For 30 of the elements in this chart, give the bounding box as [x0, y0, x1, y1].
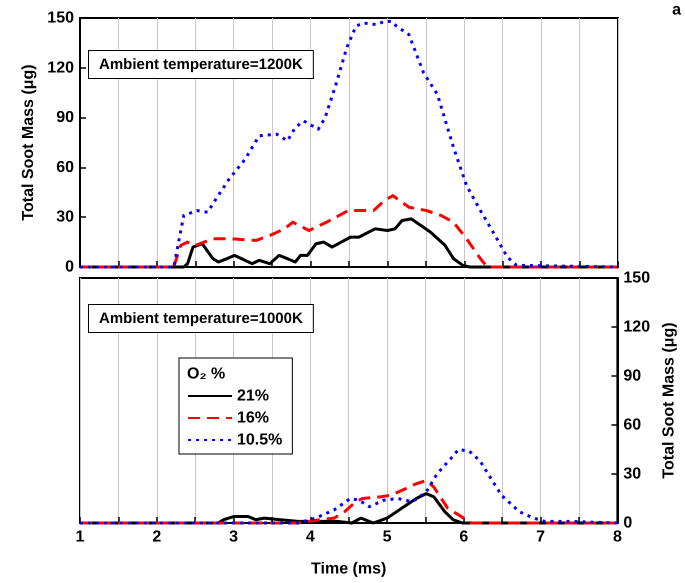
annotation: Ambient temperature=1000K [99, 310, 303, 327]
y-tick-label: 0 [65, 258, 74, 276]
annotation: Ambient temperature=1200K [99, 56, 303, 73]
x-tick-label: 2 [152, 528, 162, 546]
legend-title: O₂ % [187, 366, 226, 382]
x-axis-title: Time (ms) [311, 560, 386, 578]
x-tick-label: 4 [306, 528, 315, 546]
x-tick-label: 1 [76, 528, 85, 546]
y2-tick-label: 30 [623, 466, 642, 482]
y2-axis-title: Total Soot Mass (μg) [660, 322, 678, 479]
y-tick-label: 30 [56, 208, 74, 226]
x-tick-label: 8 [612, 528, 622, 546]
text: a [672, 2, 682, 18]
y-tick-label: 90 [56, 109, 74, 126]
y2-tick-label: 120 [623, 318, 650, 336]
x-tick-label: 7 [536, 528, 546, 546]
y2-tick-label: 60 [623, 416, 642, 434]
y2-tick-label: 0 [623, 514, 632, 532]
x-tick-label: 5 [382, 528, 392, 546]
y-tick-label: 120 [47, 59, 74, 76]
x-tick-label: 3 [229, 528, 238, 546]
legend-label: 21% [237, 388, 270, 404]
legend-label: 16% [237, 410, 270, 426]
y-axis-title: Total Soot Mass (μg) [20, 64, 37, 221]
y2-tick-label: 150 [623, 270, 650, 286]
y-tick-label: 60 [56, 158, 74, 176]
y-tick-label: 150 [47, 10, 74, 26]
x-tick-label: 6 [459, 528, 468, 546]
y2-tick-label: 90 [623, 368, 642, 384]
legend-label: 10.5% [237, 432, 282, 448]
